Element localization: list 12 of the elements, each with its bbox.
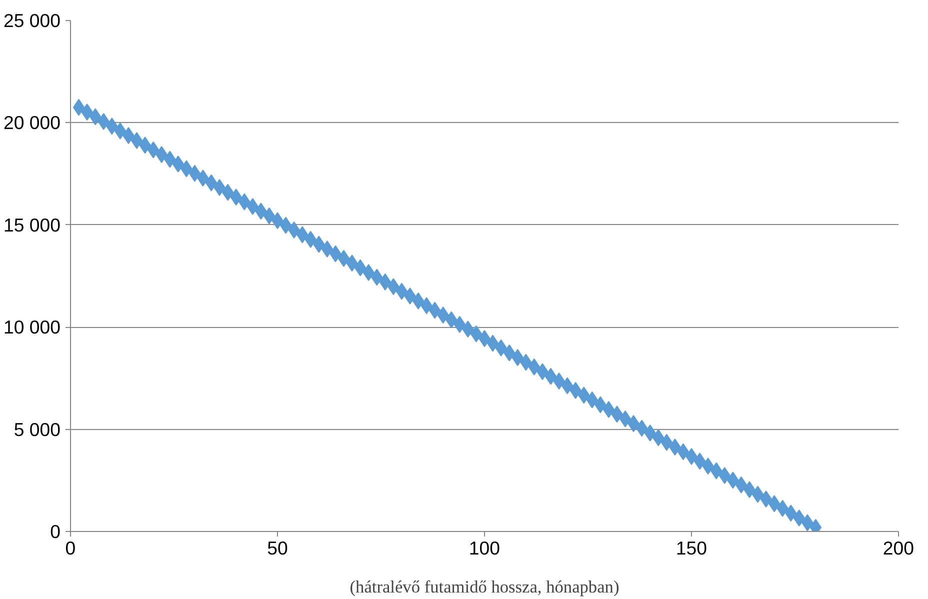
y-tick-label: 5 000 — [14, 418, 60, 440]
y-tick-label: 10 000 — [3, 316, 60, 338]
x-tick-label: 50 — [267, 538, 288, 558]
x-tick-label: 0 — [65, 538, 76, 558]
x-tick-label: 150 — [676, 538, 708, 558]
x-axis-title: (hátralévő futamidő hossza, hónapban) — [350, 578, 620, 596]
y-tick-label: 20 000 — [3, 112, 60, 134]
x-tick-label: 200 — [882, 538, 914, 558]
y-tick-label: 0 — [50, 521, 61, 542]
x-tick-label: 100 — [468, 538, 500, 558]
y-tick-label: 15 000 — [3, 214, 60, 236]
y-tick-label: 25 000 — [3, 10, 60, 31]
